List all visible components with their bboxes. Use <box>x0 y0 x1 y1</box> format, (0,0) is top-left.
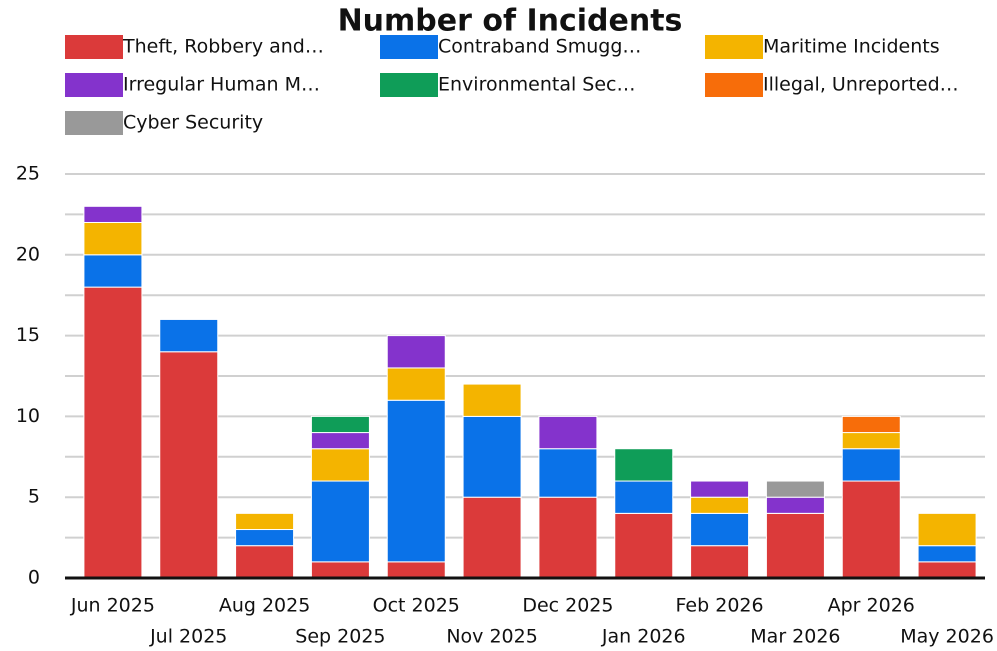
x-tick-label: Oct 2025 <box>373 595 460 617</box>
bar-segment <box>462 415 522 498</box>
x-tick-label: Aug 2025 <box>219 595 311 617</box>
bar-segment <box>83 205 143 223</box>
legend-swatch <box>705 35 763 59</box>
bar-segment <box>310 415 370 434</box>
y-tick-label: 0 <box>28 567 40 589</box>
legend-swatch <box>65 111 123 135</box>
bar-segment <box>83 254 143 288</box>
bar-segment <box>690 480 750 498</box>
bar-segment <box>310 432 370 450</box>
legend-label: Irregular Human M… <box>123 74 320 96</box>
bar-segment <box>841 432 901 450</box>
bar-segment <box>386 335 446 369</box>
bar-segment <box>386 399 446 563</box>
legend-swatch <box>65 73 123 97</box>
bar-segment <box>310 480 370 563</box>
bar-segment <box>462 383 522 417</box>
bar-segment <box>690 545 750 579</box>
y-tick-label: 20 <box>16 243 40 265</box>
bar-segment <box>614 480 674 514</box>
legend-label: Theft, Robbery and… <box>122 36 324 58</box>
legend-label: Illegal, Unreported… <box>763 74 959 96</box>
bar-segment <box>159 318 219 353</box>
x-tick-label: Sep 2025 <box>295 626 385 648</box>
x-tick-label: Dec 2025 <box>522 595 613 617</box>
bar-segment <box>462 496 522 579</box>
x-tick-label: May 2026 <box>900 626 994 648</box>
legend-label: Maritime Incidents <box>763 36 940 58</box>
y-tick-label: 25 <box>16 163 40 185</box>
bar-segment <box>917 561 977 579</box>
bar-segment <box>310 561 370 579</box>
bar-segment <box>538 448 598 498</box>
bar-segment <box>841 415 901 434</box>
y-tick-label: 5 <box>28 486 40 508</box>
bar-segment <box>235 545 295 579</box>
chart-title: Number of Incidents <box>338 4 683 39</box>
y-tick-label: 10 <box>16 405 40 427</box>
x-tick-label: Jan 2026 <box>601 626 686 648</box>
bar-segment <box>614 448 674 482</box>
legend-swatch <box>380 35 438 59</box>
bar-segment <box>235 529 295 547</box>
x-tick-label: Jun 2025 <box>70 595 155 617</box>
bar-segment <box>917 545 977 563</box>
x-tick-label: Apr 2026 <box>828 595 915 617</box>
legend-swatch <box>65 35 123 59</box>
y-tick-label: 15 <box>16 324 40 346</box>
bar-segment <box>386 561 446 579</box>
legend-swatch <box>705 73 763 97</box>
legend-swatch <box>380 73 438 97</box>
x-tick-label: Nov 2025 <box>446 626 537 648</box>
bar-segment <box>83 286 143 579</box>
bar-segment <box>538 496 598 579</box>
bar-segment <box>690 496 750 514</box>
bar-segment <box>310 448 370 482</box>
bar-segment <box>841 448 901 482</box>
bar-segment <box>386 367 446 401</box>
legend-label: Contraband Smugg… <box>438 36 641 58</box>
x-tick-label: Mar 2026 <box>750 626 840 648</box>
bar-segment <box>614 512 674 579</box>
bar-segment <box>83 221 143 256</box>
bar-segment <box>917 512 977 547</box>
bar-segment <box>765 496 825 514</box>
legend-label: Cyber Security <box>123 112 263 134</box>
bar-segment <box>690 512 750 547</box>
bar-segment <box>765 480 825 498</box>
x-tick-label: Feb 2026 <box>676 595 764 617</box>
bar-segment <box>538 415 598 450</box>
bar-segment <box>235 512 295 531</box>
bar-segment <box>159 351 219 579</box>
legend-label: Environmental Sec… <box>438 74 635 96</box>
bar-segment <box>765 512 825 579</box>
bar-segment <box>841 480 901 579</box>
x-tick-label: Jul 2025 <box>149 626 227 648</box>
